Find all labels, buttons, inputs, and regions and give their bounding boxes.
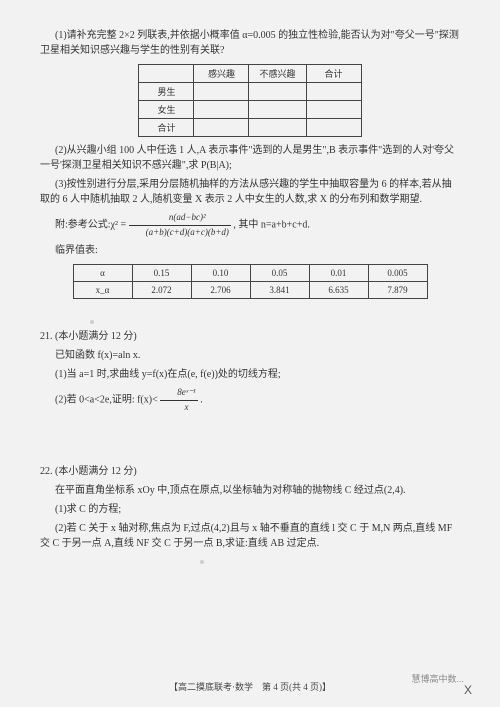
q-part3: (3)按性别进行分层,采用分层随机抽样的方法从感兴趣的学生中抽取容量为 6 的样…	[40, 177, 460, 207]
contingency-table: 感兴趣 不感兴趣 合计 男生 女生 合计	[138, 64, 361, 137]
cell: 7.879	[368, 282, 427, 299]
th-no-interest: 不感兴趣	[249, 65, 306, 83]
cell	[249, 101, 306, 119]
th-interest: 感兴趣	[194, 65, 249, 83]
row-male: 男生	[139, 83, 194, 101]
q-part1: (1)请补充完整 2×2 列联表,并依据小概率值 α=0.005 的独立性检验,…	[40, 28, 460, 58]
frac-den: x	[160, 401, 197, 415]
q21-title: (本小题满分 12 分)	[55, 331, 137, 342]
cell	[194, 83, 249, 101]
watermark-x: X	[464, 683, 472, 697]
cell	[249, 83, 306, 101]
frac-num: 8eˣ⁻¹	[160, 386, 197, 401]
cell: 6.635	[309, 282, 368, 299]
row-female: 女生	[139, 101, 194, 119]
cell	[306, 83, 361, 101]
formula-line: 附:参考公式:χ² = n(ad−bc)² (a+b)(c+d)(a+c)(b+…	[40, 211, 460, 239]
q22-p1: (1)求 C 的方程;	[40, 502, 460, 517]
q21-p1: (1)当 a=1 时,求曲线 y=f(x)在点(e, f(e))处的切线方程;	[40, 367, 460, 382]
cell: 3.841	[250, 282, 309, 299]
cell: 2.706	[191, 282, 250, 299]
q21-p2-post: .	[200, 394, 203, 405]
q21-p2: (2)若 0<a<2e,证明: f(x)< 8eˣ⁻¹ x .	[40, 386, 460, 414]
blemish	[200, 560, 204, 564]
blemish	[90, 320, 94, 324]
cell: 0.05	[250, 265, 309, 282]
frac-den: (a+b)(c+d)(a+c)(b+d)	[129, 226, 231, 240]
frac-num: n(ad−bc)²	[129, 211, 231, 226]
q-part2: (2)从兴趣小组 100 人中任选 1 人,A 表示事件"选到的人是男生",B …	[40, 143, 460, 173]
q22-header: 22. (本小题满分 12 分)	[40, 464, 460, 479]
cell	[194, 119, 249, 137]
formula-tail: , 其中 n=a+b+c+d.	[233, 219, 309, 230]
q22-intro: 在平面直角坐标系 xOy 中,顶点在原点,以坐标轴为对称轴的抛物线 C 经过点(…	[40, 483, 460, 498]
q21-fraction: 8eˣ⁻¹ x	[160, 386, 197, 414]
watermark-small: 慧博高中数...	[411, 672, 464, 685]
cell: 2.072	[132, 282, 191, 299]
thresh-label: 临界值表:	[40, 243, 460, 258]
cell	[194, 101, 249, 119]
q21-header: 21. (本小题满分 12 分)	[40, 329, 460, 344]
cell: 0.01	[309, 265, 368, 282]
q21-num: 21.	[40, 331, 53, 342]
cell: 0.10	[191, 265, 250, 282]
q22-p2: (2)若 C 关于 x 轴对称,焦点为 F,过点(4,2)且与 x 轴不垂直的直…	[40, 521, 460, 551]
th-blank	[139, 65, 194, 83]
q22-title: (本小题满分 12 分)	[55, 466, 137, 477]
cell: 0.15	[132, 265, 191, 282]
th-total: 合计	[306, 65, 361, 83]
th-alpha: α	[73, 265, 132, 282]
q21-intro: 已知函数 f(x)=aln x.	[40, 348, 460, 363]
threshold-table: α 0.15 0.10 0.05 0.01 0.005 x_α 2.072 2.…	[73, 264, 428, 299]
cell	[249, 119, 306, 137]
cell: 0.005	[368, 265, 427, 282]
formula-intro: 附:参考公式:χ² =	[55, 219, 129, 230]
cell	[306, 119, 361, 137]
th-xalpha: x_α	[73, 282, 132, 299]
cell	[306, 101, 361, 119]
row-total: 合计	[139, 119, 194, 137]
chi2-fraction: n(ad−bc)² (a+b)(c+d)(a+c)(b+d)	[129, 211, 231, 239]
q21-p2-pre: (2)若 0<a<2e,证明: f(x)<	[55, 394, 158, 405]
q22-num: 22.	[40, 466, 53, 477]
